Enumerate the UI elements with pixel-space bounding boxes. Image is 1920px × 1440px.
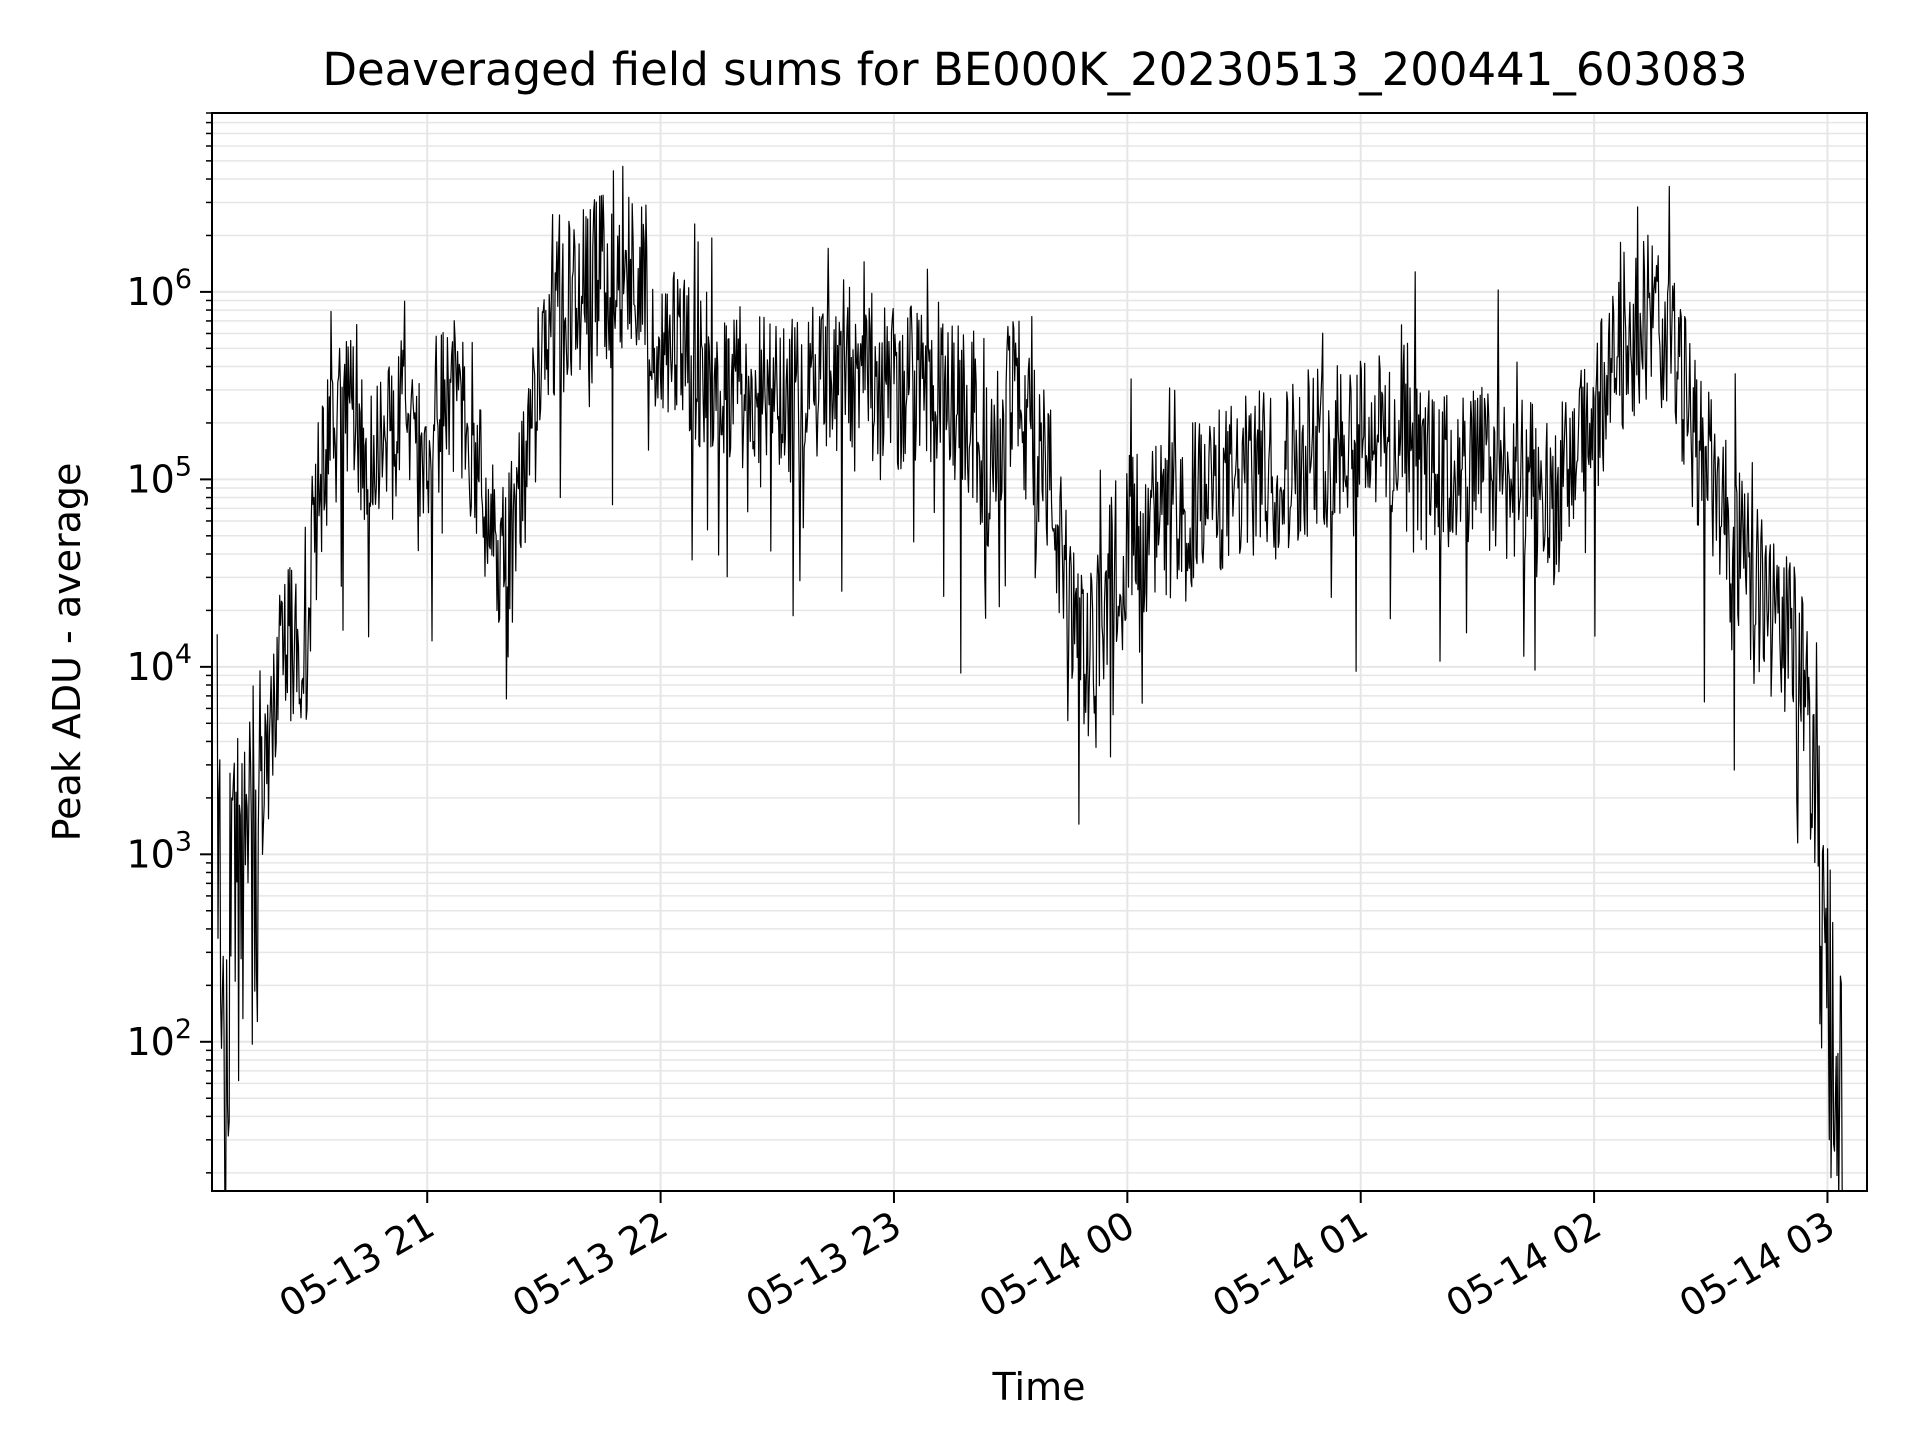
series-line [216, 165, 1843, 1191]
chart-title: Deaveraged field sums for BE000K_2023051… [322, 43, 1747, 96]
x-axis-label: Time [992, 1365, 1086, 1409]
y-tick-label: 106 [126, 264, 192, 314]
y-tick-label: 103 [126, 826, 192, 876]
plot-area [216, 165, 1843, 1191]
grid [212, 112, 1867, 1191]
y-axis-label: Peak ADU - average [45, 463, 89, 842]
y-axis: 102 103 104 105 106 [126, 112, 212, 1174]
y-tick-label: 105 [126, 451, 192, 501]
plot-frame [211, 112, 1868, 1192]
y-tick-label: 102 [126, 1014, 192, 1064]
y-tick-label: 104 [126, 639, 192, 689]
